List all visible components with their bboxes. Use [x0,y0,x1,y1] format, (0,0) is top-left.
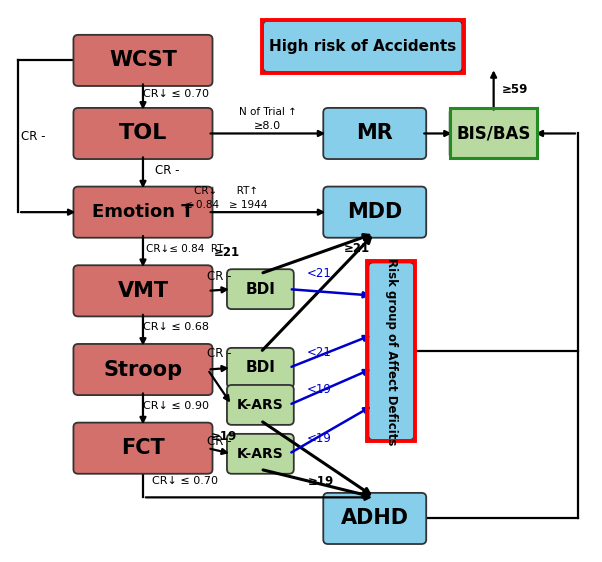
FancyBboxPatch shape [227,348,294,388]
Text: CR↓      RT↑: CR↓ RT↑ [194,186,258,196]
FancyBboxPatch shape [323,108,426,159]
Text: <21: <21 [306,346,332,359]
Text: CR -: CR - [155,164,179,176]
Text: Emotion T: Emotion T [92,203,194,221]
Text: ≥19: ≥19 [211,429,237,443]
Text: ≥21: ≥21 [344,242,370,256]
Text: BIS/BAS: BIS/BAS [456,124,531,143]
FancyBboxPatch shape [227,385,294,425]
FancyBboxPatch shape [450,108,538,159]
Text: WCST: WCST [109,51,177,70]
Text: BDI: BDI [246,360,275,375]
Text: K-ARS: K-ARS [237,447,284,461]
Text: VMT: VMT [117,281,169,301]
FancyBboxPatch shape [323,493,426,544]
Text: FCT: FCT [121,438,165,458]
Bar [450,108,537,158]
FancyBboxPatch shape [323,187,426,238]
Text: ADHD: ADHD [341,509,409,528]
Bar [367,261,415,441]
Text: ≥19: ≥19 [308,475,334,488]
Text: CR↓ ≤ 0.68: CR↓ ≤ 0.68 [143,323,209,332]
FancyBboxPatch shape [73,187,213,238]
Text: TOL: TOL [119,124,167,143]
Text: CR -: CR - [208,435,232,448]
FancyBboxPatch shape [73,35,213,86]
Text: CR↓ ≤ 0.70: CR↓ ≤ 0.70 [152,475,218,486]
Text: High risk of Accidents: High risk of Accidents [269,39,456,54]
FancyBboxPatch shape [368,262,414,440]
Text: Risk group of Affect Deficits: Risk group of Affect Deficits [385,257,398,445]
Text: CR↓≤ 0.84  RT -: CR↓≤ 0.84 RT - [146,244,231,253]
Text: N of Trial ↑: N of Trial ↑ [239,107,297,117]
Text: BDI: BDI [246,282,275,297]
Text: CR -: CR - [208,270,232,283]
Text: CR↓ ≤ 0.70: CR↓ ≤ 0.70 [143,89,209,99]
FancyBboxPatch shape [73,108,213,159]
Bar [262,20,464,73]
FancyBboxPatch shape [227,434,294,474]
FancyBboxPatch shape [227,269,294,309]
FancyBboxPatch shape [73,344,213,395]
Text: <21: <21 [306,267,332,280]
Text: <19: <19 [306,432,332,445]
Text: ≥59: ≥59 [501,83,528,97]
Text: CR -: CR - [208,347,232,360]
FancyBboxPatch shape [73,423,213,474]
FancyBboxPatch shape [73,265,213,316]
FancyBboxPatch shape [263,21,462,72]
Text: CR↓ ≤ 0.90: CR↓ ≤ 0.90 [143,401,209,411]
Text: <19: <19 [306,383,332,396]
Text: MR: MR [356,124,393,143]
Text: MDD: MDD [347,202,402,222]
Text: K-ARS: K-ARS [237,398,284,412]
Text: ≥21: ≥21 [214,246,240,259]
Text: Stroop: Stroop [104,360,182,379]
Text: CR -: CR - [21,130,46,143]
Text: ≤ 0.84   ≥ 1944: ≤ 0.84 ≥ 1944 [184,201,267,210]
Text: ≥8.0: ≥8.0 [254,121,282,131]
